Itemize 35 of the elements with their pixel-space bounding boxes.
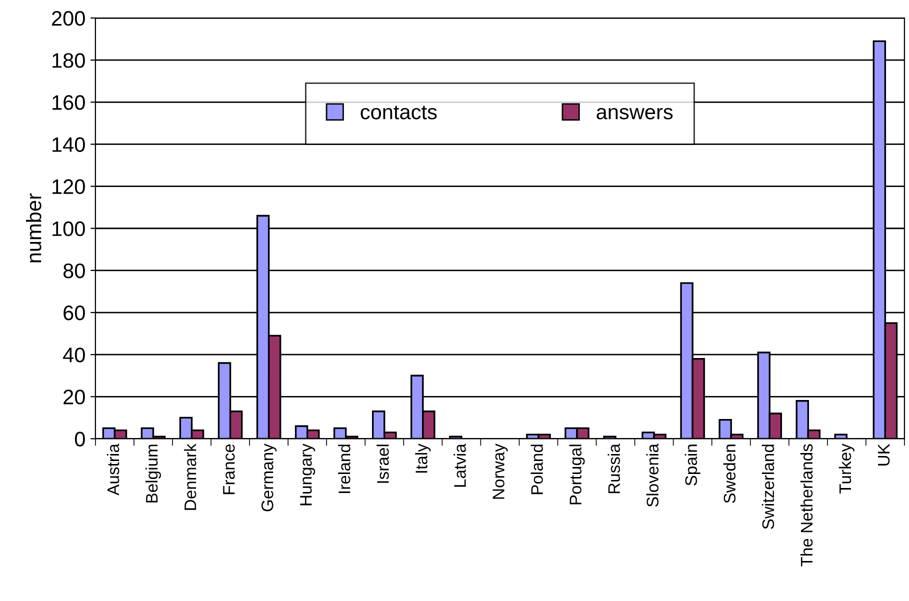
y-tick-label: 100 [52,221,85,236]
x-tick-label: Denmark [184,444,196,510]
x-tick-label: Germany [261,444,277,512]
x-tick-label: Slovenia [646,444,659,507]
y-tick-label: 160 [52,95,85,110]
x-tick-label: Norway [492,444,508,499]
x-tick-label: Latvia [454,444,466,487]
y-tick-label: 80 [63,263,85,278]
y-tick-label: 20 [64,390,85,404]
y-tick-label: 0 [74,432,85,446]
x-tick-label: Russia [608,444,620,494]
x-tick-label: Italy [415,444,431,473]
x-tick-label: Switzerland [762,444,774,529]
x-tick-label: Austria [106,444,120,496]
y-tick-label: 40 [63,348,85,362]
y-tick-label: 60 [64,306,85,320]
x-tick-label: Belgium [145,444,161,502]
x-tick-label: France [223,444,235,494]
legend-label: contacts [360,106,437,120]
x-tick-label: Portugal [569,444,585,504]
x-tick-label: Turkey [838,444,854,494]
y-tick-label: 180 [52,53,85,68]
y-tick-label: 120 [52,179,85,194]
x-tick-label: Sweden [723,444,736,504]
y-axis-title: number [26,193,42,262]
x-tick-label: Israel [376,444,389,483]
y-tick-label: 200 [52,11,85,26]
x-tick-label: UK [878,444,890,466]
legend-label: answers [596,108,673,120]
y-tick-label: 140 [52,137,85,152]
x-tick-label: Poland [530,444,543,494]
x-tick-label: The Netherlands [800,444,813,566]
x-tick-label: Ireland [338,444,350,494]
x-tick-label: Spain [684,444,700,486]
x-tick-label: Hungary [300,444,316,506]
